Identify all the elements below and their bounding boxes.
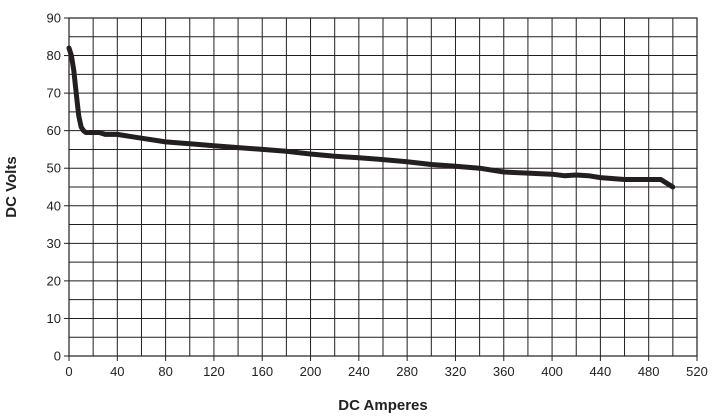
x-tick-label: 480: [638, 364, 660, 379]
series-line: [66, 45, 676, 190]
x-tick-label: 160: [251, 364, 273, 379]
x-tick-label: 320: [445, 364, 467, 379]
x-tick-label: 520: [686, 364, 708, 379]
y-tick-label: 80: [47, 48, 61, 63]
y-tick-label: 0: [54, 349, 61, 364]
x-tick-label: 280: [396, 364, 418, 379]
x-tick-label: 40: [110, 364, 124, 379]
x-axis-title: DC Amperes: [338, 397, 427, 414]
axis-tick-labels: 0 40 80 120 160 200 240 280 320 360 400 440 480 520 0 1…: [47, 11, 708, 380]
y-tick-label: 90: [47, 11, 61, 26]
x-tick-label: 400: [541, 364, 563, 379]
x-tick-label: 0: [65, 364, 72, 379]
axis-ticks: [64, 17, 698, 361]
y-tick-label: 50: [47, 161, 61, 176]
y-tick-label: 10: [47, 311, 61, 326]
x-tick-label: 240: [348, 364, 370, 379]
y-tick-label: 40: [47, 198, 61, 213]
y-axis-title: DC Volts: [3, 156, 20, 217]
y-tick-label: 70: [47, 86, 61, 101]
x-tick-label: 80: [158, 364, 172, 379]
grid: [69, 18, 697, 356]
x-tick-label: 440: [590, 364, 612, 379]
y-tick-label: 20: [47, 273, 61, 288]
plot-area-frame: [68, 17, 698, 357]
y-tick-label: 30: [47, 236, 61, 251]
series-layer: [66, 45, 676, 190]
x-tick-label: 200: [300, 364, 322, 379]
x-tick-label: 360: [493, 364, 515, 379]
y-tick-label: 60: [47, 123, 61, 138]
x-tick-label: 120: [203, 364, 225, 379]
